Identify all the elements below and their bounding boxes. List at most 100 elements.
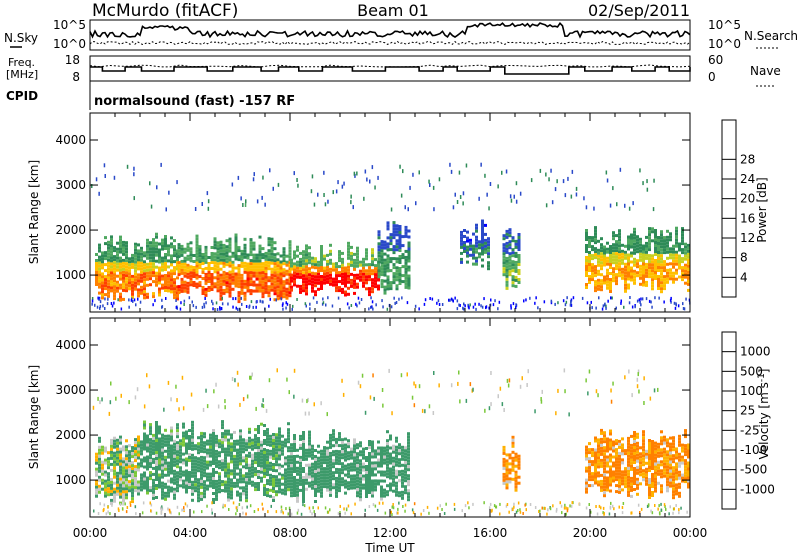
heatmap-cell [657, 275, 660, 278]
heatmap-cell [216, 259, 220, 263]
heatmap-cell [219, 273, 223, 277]
heatmap-cell [173, 281, 176, 285]
heatmap-cell [242, 447, 245, 451]
heatmap-cell [377, 287, 380, 291]
heatmap-cell [164, 265, 167, 268]
heatmap-cell [606, 461, 609, 465]
heatmap-cell [207, 268, 211, 271]
heatmap-cell [95, 458, 98, 462]
heatmap-cell [98, 490, 101, 494]
heatmap-cell [263, 433, 266, 436]
heatmap-cell [269, 494, 272, 498]
heatmap-cell [273, 286, 277, 290]
heatmap-speckle [570, 194, 573, 199]
heatmap-cell [233, 454, 236, 458]
heatmap-cell [508, 468, 512, 472]
heatmap-cell [600, 267, 603, 271]
heatmap-speckle [651, 511, 654, 515]
heatmap-cell [660, 230, 663, 234]
heatmap-cell [113, 261, 116, 265]
heatmap-cell [276, 294, 280, 298]
heatmap-cell [362, 275, 365, 279]
heatmap-cell [243, 297, 247, 301]
heatmap-cell [502, 451, 506, 455]
heatmap-cell [365, 257, 368, 261]
heatmap-cell [110, 447, 113, 451]
heatmap-cell [192, 269, 196, 272]
heatmap-cell [167, 488, 170, 492]
heatmap-cell [210, 279, 214, 282]
heatmap-cell [149, 265, 152, 269]
heatmap-cell [149, 477, 152, 481]
heatmap-cell [186, 245, 190, 249]
heatmap-speckle [478, 302, 480, 306]
heatmap-cell [335, 440, 338, 444]
heatmap-cell [201, 253, 205, 256]
heatmap-cell [140, 446, 143, 450]
heatmap-speckle [510, 198, 513, 203]
heatmap-speckle [515, 199, 518, 204]
heatmap-cell [257, 449, 260, 452]
heatmap-cell [475, 241, 478, 245]
heatmap-cell [588, 472, 591, 476]
heatmap-cell [152, 460, 155, 464]
heatmap-cell [359, 278, 362, 282]
heatmap-cell [642, 451, 645, 455]
heatmap-cell [230, 490, 233, 494]
heatmap-cell [254, 440, 257, 444]
heatmap-cell [249, 244, 253, 248]
heatmap-cell [260, 461, 263, 465]
heatmap-cell [609, 465, 612, 469]
heatmap-cell [609, 456, 612, 460]
heatmap-cell [104, 242, 107, 246]
heatmap-cell [191, 441, 194, 445]
heatmap-cell [591, 266, 594, 270]
heatmap-speckle [548, 177, 550, 182]
heatmap-cell [687, 452, 690, 456]
heatmap-cell [353, 468, 356, 472]
noise-search-label: N.Search [744, 29, 798, 43]
heatmap-cell [642, 445, 645, 449]
heatmap-cell [648, 460, 651, 463]
heatmap-speckle [571, 169, 574, 174]
heatmap-cell [254, 434, 257, 438]
heatmap-cell [326, 455, 329, 459]
heatmap-cell [505, 468, 509, 472]
heatmap-cell [302, 277, 305, 281]
heatmap-cell [140, 288, 143, 292]
heatmap-speckle [325, 303, 327, 307]
heatmap-cell [505, 235, 509, 239]
heatmap-cell [404, 464, 407, 468]
heatmap-cell [158, 458, 161, 462]
heatmap-cell [95, 494, 98, 498]
heatmap-cell [404, 470, 407, 474]
heatmap-cell [603, 455, 606, 459]
heatmap-cell [344, 485, 347, 489]
heatmap-cell [380, 261, 384, 265]
heatmap-cell [591, 463, 594, 467]
heatmap-cell [588, 251, 591, 254]
heatmap-cell [609, 432, 612, 436]
heatmap-cell [258, 286, 262, 290]
heatmap-cell [681, 479, 684, 483]
heatmap-cell [140, 488, 143, 492]
heatmap-cell [666, 438, 669, 442]
heatmap-cell [284, 441, 287, 445]
heatmap-cell [362, 450, 365, 454]
heatmap-cell [475, 235, 478, 239]
heatmap-cell [687, 258, 690, 262]
heatmap-cell [627, 253, 630, 257]
heatmap-cell [203, 480, 206, 484]
heatmap-cell [308, 463, 311, 467]
heatmap-cell [630, 458, 633, 462]
heatmap-cell [514, 455, 518, 459]
heatmap-cell [389, 437, 392, 441]
heatmap-cell [209, 478, 212, 482]
heatmap-cell [508, 270, 512, 274]
heatmap-cell [149, 277, 152, 281]
heatmap-cell [398, 255, 402, 258]
heatmap-cell [341, 438, 344, 442]
heatmap-speckle [494, 299, 496, 303]
heatmap-speckle [350, 194, 352, 199]
heatmap-cell [508, 258, 512, 262]
